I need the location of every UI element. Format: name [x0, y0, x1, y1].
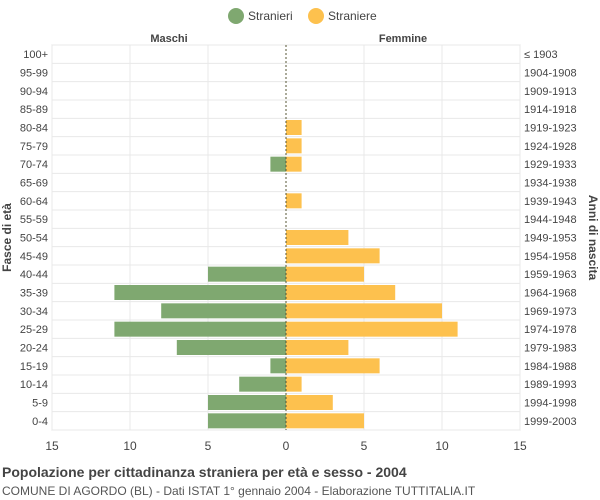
birth-years-label: 1924-1928: [524, 141, 577, 153]
bar-female: [286, 321, 458, 337]
birth-years-label: 1944-1948: [524, 214, 577, 226]
birth-years-label: 1994-1998: [524, 398, 577, 410]
birth-years-label: 1919-1923: [524, 123, 577, 135]
bar-male: [176, 340, 286, 355]
age-group-label: 100+: [23, 49, 48, 61]
legend-label: Straniere: [328, 9, 377, 23]
bar-male: [208, 266, 286, 282]
bar-male: [114, 285, 287, 300]
age-group-label: 0-4: [32, 416, 48, 428]
birth-years-label: 1999-2003: [524, 416, 577, 428]
birth-years-label: 1989-1993: [524, 379, 577, 391]
age-group-label: 60-64: [20, 196, 48, 208]
age-group-label: 15-19: [20, 361, 48, 373]
bar-male: [208, 395, 286, 410]
right-header: Femmine: [379, 33, 427, 45]
birth-years-label: 1909-1913: [524, 86, 577, 98]
bar-male: [239, 376, 286, 392]
birth-years-label: 1939-1943: [524, 196, 577, 208]
age-group-label: 65-69: [20, 178, 48, 190]
legend-label: Stranieri: [248, 9, 293, 23]
chart-title: Popolazione per cittadinanza straniera p…: [2, 464, 407, 480]
age-group-label: 70-74: [20, 159, 48, 171]
bars: [114, 45, 458, 430]
birth-years-label: 1984-1988: [524, 361, 577, 373]
age-group-label: 20-24: [20, 343, 48, 355]
bar-female: [286, 156, 302, 172]
birth-years-label: 1979-1983: [524, 343, 577, 355]
birth-years-label: 1949-1953: [524, 233, 577, 245]
age-group-label: 40-44: [20, 269, 48, 281]
bar-female: [286, 340, 349, 355]
bar-female: [286, 120, 302, 135]
bar-male: [270, 156, 286, 172]
bar-female: [286, 138, 302, 154]
x-tick-label: 5: [205, 439, 212, 453]
bar-female: [286, 230, 349, 245]
birth-years-label: 1974-1978: [524, 324, 577, 336]
bar-female: [286, 285, 396, 300]
bar-male: [114, 321, 287, 337]
age-group-label: 55-59: [20, 214, 48, 226]
birth-years-label: 1914-1918: [524, 104, 577, 116]
age-group-label: 35-39: [20, 288, 48, 300]
y-axis-label-right: Anni di nascita: [586, 195, 600, 281]
x-tick-label: 15: [45, 439, 59, 453]
bar-female: [286, 395, 333, 410]
age-group-label: 50-54: [20, 233, 48, 245]
bar-female: [286, 303, 442, 319]
x-tick-label: 5: [361, 439, 368, 453]
bar-male: [270, 358, 286, 374]
bar-female: [286, 266, 364, 282]
birth-years-label: 1964-1968: [524, 288, 577, 300]
bar-female: [286, 376, 302, 392]
x-tick-label: 0: [283, 439, 290, 453]
bar-female: [286, 413, 364, 429]
age-group-label: 95-99: [20, 68, 48, 80]
bar-male: [208, 413, 286, 429]
birth-years-label: 1959-1963: [524, 269, 577, 281]
age-group-label: 45-49: [20, 251, 48, 263]
bar-female: [286, 358, 380, 374]
age-group-label: 10-14: [20, 379, 48, 391]
birth-years-label: 1934-1938: [524, 178, 577, 190]
left-header: Maschi: [150, 33, 187, 45]
birth-years-label: 1954-1958: [524, 251, 577, 263]
bar-male: [161, 303, 286, 319]
bar-female: [286, 248, 380, 264]
birth-years-label: 1969-1973: [524, 306, 577, 318]
age-group-label: 80-84: [20, 123, 48, 135]
legend-swatch: [228, 8, 244, 24]
x-tick-label: 10: [435, 439, 449, 453]
birth-years-label: 1929-1933: [524, 159, 577, 171]
age-group-label: 25-29: [20, 324, 48, 336]
age-group-label: 90-94: [20, 86, 48, 98]
legend: Stranieri Straniere: [228, 8, 377, 24]
age-group-label: 75-79: [20, 141, 48, 153]
y-axis-label-left: Fasce di età: [0, 203, 14, 272]
x-tick-label: 15: [513, 439, 527, 453]
chart-subtitle: COMUNE DI AGORDO (BL) - Dati ISTAT 1° ge…: [2, 484, 476, 498]
x-tick-label: 10: [123, 439, 137, 453]
legend-swatch: [308, 8, 324, 24]
birth-years-label: 1904-1908: [524, 68, 577, 80]
bar-female: [286, 193, 302, 209]
age-group-label: 85-89: [20, 104, 48, 116]
age-group-label: 5-9: [32, 398, 48, 410]
labels: 15 10 5 0 5 10 15 100+ ≤ 1903 95-99 1904-1908 90-94…: [0, 33, 600, 453]
age-group-label: 30-34: [20, 306, 48, 318]
birth-years-label: ≤ 1903: [524, 49, 558, 61]
